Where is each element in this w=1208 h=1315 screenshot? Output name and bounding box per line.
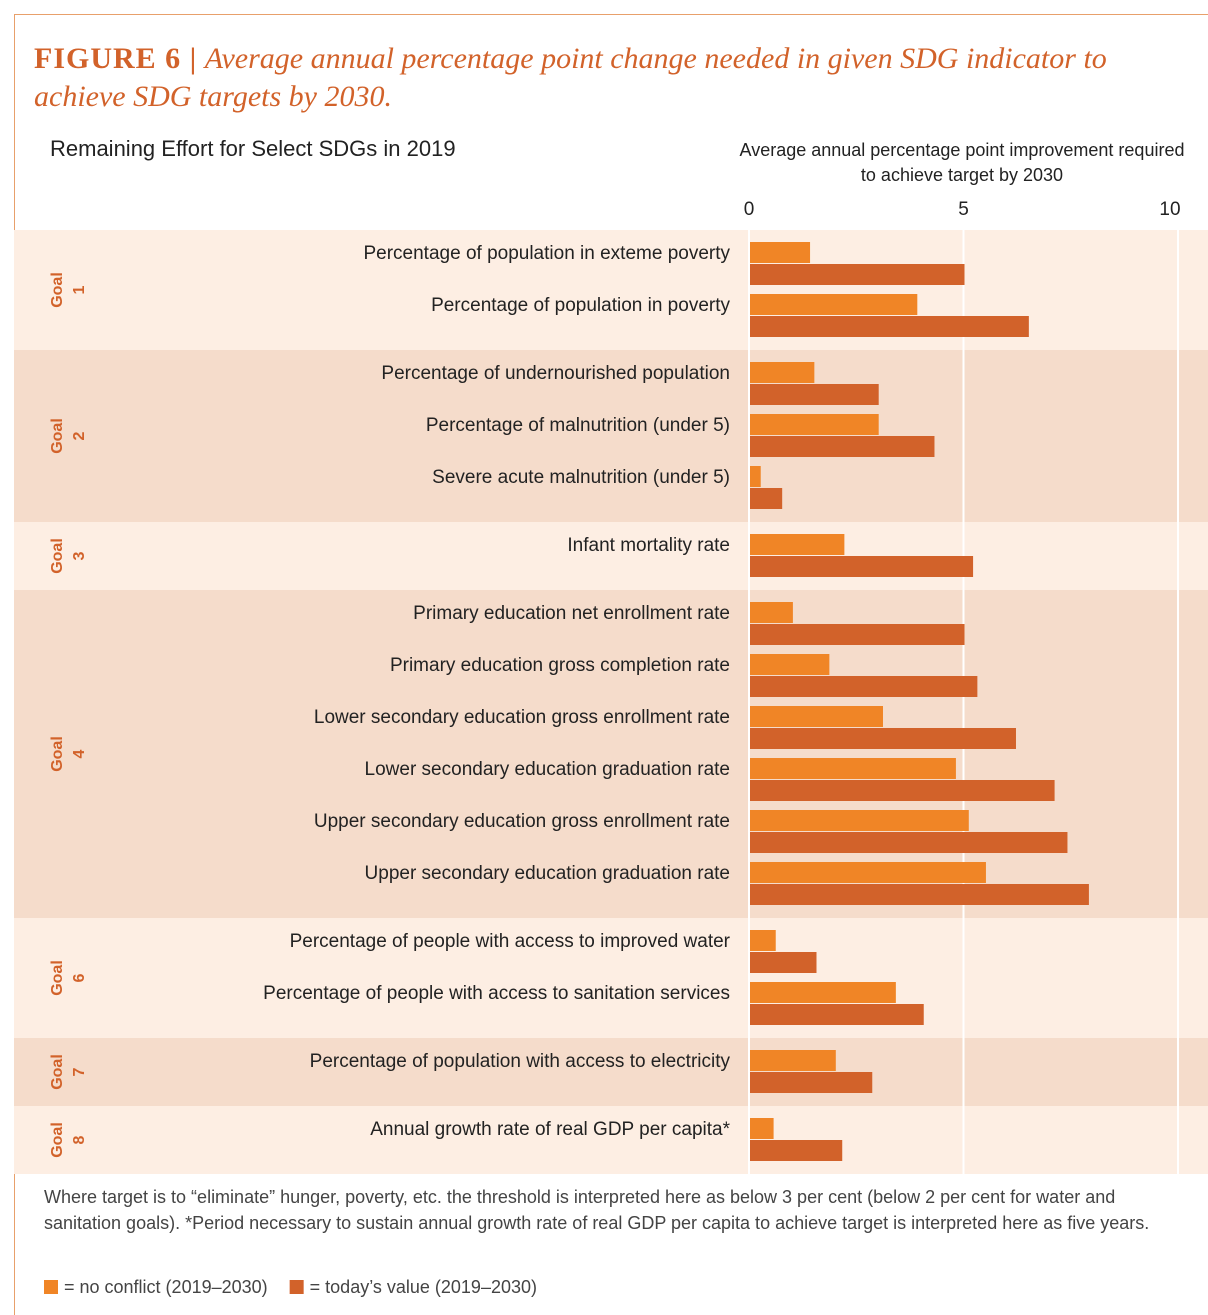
group-label: Goal bbox=[49, 1122, 66, 1158]
bar bbox=[750, 264, 965, 285]
category-label: Lower secondary education gross enrollme… bbox=[314, 707, 730, 728]
group-band bbox=[14, 1038, 1208, 1106]
group-label: Goal bbox=[49, 960, 66, 996]
bar bbox=[750, 982, 896, 1003]
group-label: 8 bbox=[71, 1135, 88, 1144]
group-band bbox=[14, 1106, 1208, 1174]
bar bbox=[750, 1118, 774, 1139]
bar bbox=[750, 384, 879, 405]
chart-title: Average annual percentage point change n… bbox=[34, 42, 1107, 113]
bar bbox=[750, 1050, 836, 1071]
bar bbox=[750, 1004, 924, 1025]
bar bbox=[750, 654, 830, 675]
group-label: 6 bbox=[71, 973, 88, 982]
category-label: Percentage of malnutrition (under 5) bbox=[426, 415, 730, 436]
note: Where target is to “eliminate” hunger, p… bbox=[44, 1187, 1150, 1233]
category-label: Severe acute malnutrition (under 5) bbox=[432, 467, 730, 488]
bar bbox=[750, 556, 974, 577]
bar bbox=[750, 930, 776, 951]
group-label: Goal bbox=[49, 736, 66, 772]
category-label: Upper secondary education gross enrollme… bbox=[314, 811, 730, 832]
bar bbox=[750, 1140, 843, 1161]
category-label: Percentage of population with access to … bbox=[310, 1051, 731, 1072]
bar bbox=[750, 884, 1089, 905]
bar bbox=[750, 758, 956, 779]
bar bbox=[750, 362, 815, 383]
category-label: Percentage of people with access to impr… bbox=[290, 931, 731, 952]
figure-label: FIGURE 6 | bbox=[34, 42, 198, 75]
category-label: Percentage of people with access to sani… bbox=[263, 983, 730, 1004]
group-label: Goal bbox=[49, 272, 66, 308]
group-band bbox=[14, 918, 1208, 1038]
x-axis-label: Average annual percentage point improvem… bbox=[739, 140, 1185, 185]
category-label: Percentage of undernourished population bbox=[381, 363, 730, 384]
group-label: 2 bbox=[71, 431, 88, 440]
x-tick-label: 5 bbox=[958, 199, 969, 220]
bar bbox=[750, 466, 761, 487]
group-label: Goal bbox=[49, 538, 66, 574]
bar bbox=[750, 862, 986, 883]
bar bbox=[750, 1072, 873, 1093]
bar bbox=[750, 706, 883, 727]
group-label: 4 bbox=[71, 749, 88, 758]
category-label: Percentage of population in exteme pover… bbox=[363, 243, 730, 264]
bar bbox=[750, 728, 1016, 749]
category-label: Lower secondary education graduation rat… bbox=[365, 759, 730, 780]
group-band bbox=[14, 590, 1208, 918]
legend-swatch bbox=[44, 1280, 58, 1294]
bar bbox=[750, 952, 817, 973]
bar bbox=[750, 534, 845, 555]
category-label: Annual growth rate of real GDP per capit… bbox=[370, 1119, 730, 1140]
category-label: Primary education gross completion rate bbox=[390, 655, 730, 676]
bar bbox=[750, 294, 918, 315]
legend-label: = today’s value (2019–2030) bbox=[310, 1277, 537, 1297]
group-label: 1 bbox=[71, 285, 88, 294]
legend-swatch bbox=[289, 1280, 304, 1294]
bar bbox=[750, 242, 811, 263]
group-label: 7 bbox=[71, 1067, 88, 1076]
x-tick-label: 10 bbox=[1159, 199, 1180, 220]
group-label: Goal bbox=[49, 418, 66, 454]
group-band bbox=[14, 350, 1208, 522]
category-label: Percentage of population in poverty bbox=[431, 295, 730, 316]
bar bbox=[750, 488, 783, 509]
legend-label: = no conflict (2019–2030) bbox=[64, 1277, 268, 1297]
x-tick-label: 0 bbox=[744, 199, 755, 220]
bar bbox=[750, 602, 793, 623]
bar bbox=[750, 316, 1029, 337]
category-label: Infant mortality rate bbox=[567, 535, 730, 556]
bar bbox=[750, 832, 1068, 853]
category-label: Upper secondary education graduation rat… bbox=[365, 863, 730, 884]
subtitle: Remaining Effort for Select SDGs in 2019 bbox=[50, 136, 456, 161]
category-label: Primary education net enrollment rate bbox=[413, 603, 730, 624]
bar bbox=[750, 780, 1055, 801]
group-label: 3 bbox=[71, 551, 88, 560]
group-band bbox=[14, 522, 1208, 590]
title-block: FIGURE 6 | Average annual percentage poi… bbox=[34, 40, 1194, 116]
bar bbox=[750, 624, 965, 645]
bar bbox=[750, 810, 969, 831]
bar bbox=[750, 414, 879, 435]
bar bbox=[750, 676, 978, 697]
group-label: Goal bbox=[49, 1054, 66, 1090]
bar bbox=[750, 436, 935, 457]
